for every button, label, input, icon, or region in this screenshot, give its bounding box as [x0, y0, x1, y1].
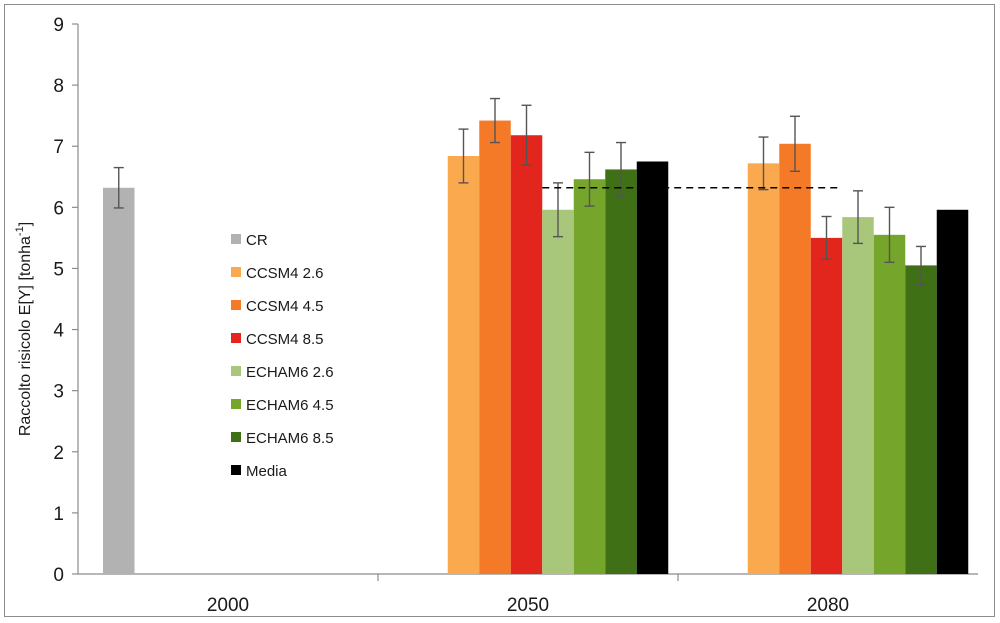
bar [810, 237, 843, 574]
legend-label: CCSM4 2.6 [246, 265, 324, 282]
legend-swatch [231, 333, 241, 343]
legend-label: CCSM4 8.5 [246, 331, 324, 348]
y-tick-label: 0 [53, 565, 64, 586]
bar [447, 156, 480, 574]
y-tick-label: 3 [53, 382, 64, 403]
y-tick-label: 7 [53, 137, 64, 158]
y-axis-title-superscript: -1 [14, 226, 26, 236]
bar [573, 179, 606, 574]
x-category-label: 2000 [207, 595, 249, 616]
legend-swatch [231, 366, 241, 376]
y-tick-label: 4 [53, 321, 64, 342]
legend-label: ECHAM6 8.5 [246, 430, 334, 447]
legend-swatch [231, 300, 241, 310]
y-tick-label: 9 [53, 15, 64, 36]
bar [747, 163, 780, 575]
legend-label: CCSM4 4.5 [246, 298, 324, 315]
legend-swatch [231, 432, 241, 442]
legend-swatch [231, 465, 241, 475]
x-category-label: 2050 [507, 595, 549, 616]
bar [479, 120, 511, 575]
legend-swatch [231, 399, 241, 409]
plot-area: 0 1 2 3 4 5 6 7 8 9 2000 2050 2080 [53, 15, 978, 616]
legend-label: Media [246, 463, 288, 480]
bar [510, 135, 543, 574]
svg-text:Raccolto risicolo E[Y] [tonha-: Raccolto risicolo E[Y] [tonha-1] [14, 222, 34, 436]
bar [542, 209, 574, 574]
y-axis-title: Raccolto risicolo E[Y] [tonha-1] [14, 222, 34, 436]
bar [905, 265, 937, 574]
y-axis-title-main: Raccolto risicolo E[Y] [tonha [17, 236, 34, 436]
bar [873, 234, 906, 575]
legend-swatch [231, 267, 241, 277]
bar [103, 187, 135, 574]
legend-swatch [231, 234, 241, 244]
chart-frame [4, 4, 995, 617]
y-tick-label: 1 [53, 504, 64, 525]
bar [936, 209, 969, 574]
y-tick-label: 5 [53, 259, 64, 280]
bar [636, 161, 669, 574]
legend-label: ECHAM6 2.6 [246, 364, 334, 381]
y-axis-title-suffix: ] [17, 222, 34, 226]
legend-label: CR [246, 232, 268, 249]
bar [605, 169, 637, 574]
y-tick-label: 6 [53, 198, 64, 219]
legend-label: ECHAM6 4.5 [246, 397, 334, 414]
y-tick-label: 8 [53, 76, 64, 97]
x-category-label: 2080 [807, 595, 849, 616]
bar [842, 217, 874, 574]
legend: CR CCSM4 2.6 CCSM4 4.5 CCSM4 8.5 ECHAM6 2.6 E… [231, 232, 334, 480]
bar [779, 143, 811, 574]
y-tick-label: 2 [53, 443, 64, 464]
